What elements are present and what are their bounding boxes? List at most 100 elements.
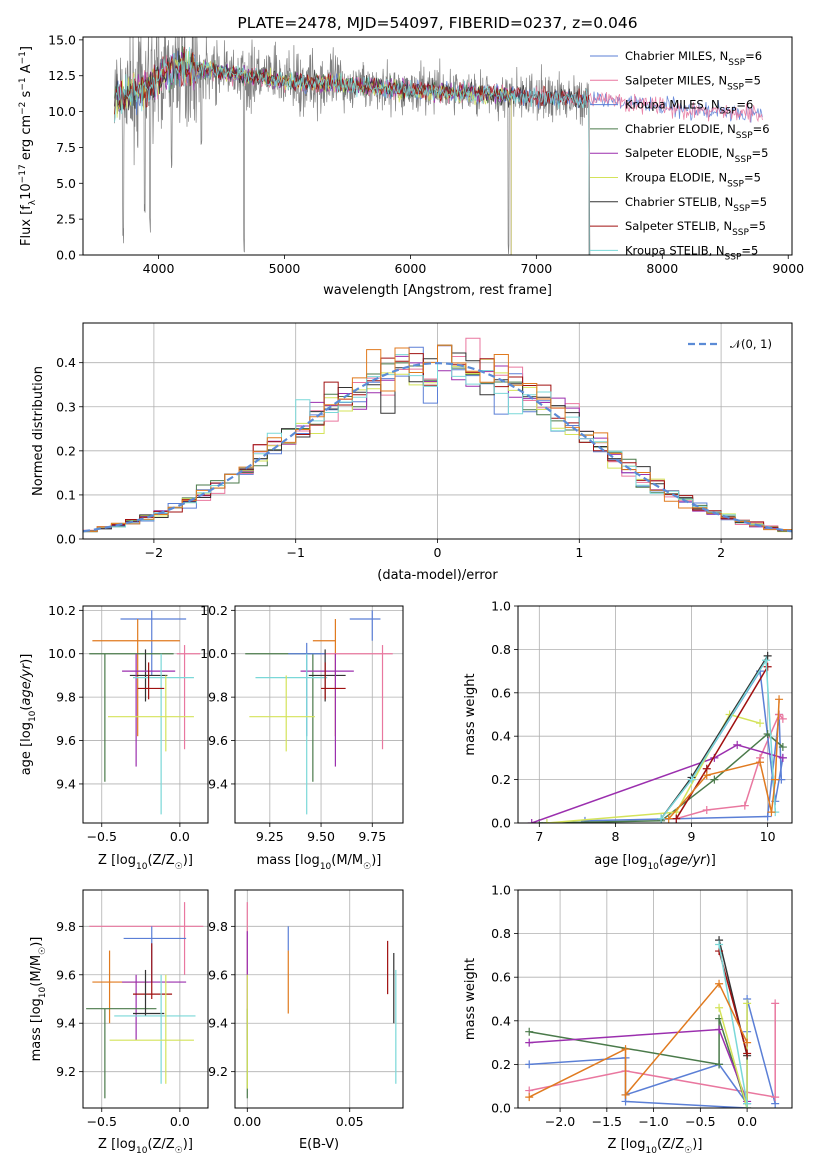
mass-weight-vs-z-ytick-label: 1.0 <box>491 883 511 898</box>
mass-weight-line <box>675 666 769 820</box>
mass-weight-marker <box>756 719 765 728</box>
y: age/yr <box>19 662 34 705</box>
ylabel-part: A <box>19 64 34 77</box>
legend-sub: SSP <box>735 155 752 165</box>
legend-entry: Salpeter STELIB, NSSP=5 <box>625 219 766 238</box>
mass-weight-vs-age-xtick-label: 10 <box>760 829 776 844</box>
ylabel-part: −1 <box>18 77 28 90</box>
mass-weight-marker <box>580 816 589 823</box>
spectrum-ytick-label: 12.5 <box>48 68 76 83</box>
ylabel-part: ] <box>19 46 34 51</box>
mass-weight-vs-age-xtick-label: 9 <box>688 829 696 844</box>
y: age [log <box>19 722 34 775</box>
y: (M/M <box>29 955 44 987</box>
legend-name: Salpeter MILES, N <box>625 73 727 87</box>
residuals-ytick-label: 0.1 <box>56 487 76 502</box>
legend-name: Salpeter ELODIE, N <box>625 146 735 160</box>
age-vs-mass-plot-area <box>245 610 393 815</box>
ylabel-part: −17 <box>18 164 28 183</box>
residuals-plot-area <box>83 337 792 533</box>
mass-vs-z-xtick-label: 0.0 <box>170 1114 190 1129</box>
spectrum-ytick-label: 5.0 <box>56 176 76 191</box>
ebv-xlabel: E(B-V) <box>299 1137 339 1152</box>
age-vs-mass-ytick-label: 10.2 <box>200 603 228 618</box>
x: (Z/Z <box>147 1137 174 1152</box>
y: 10 <box>38 986 48 998</box>
x: mass [log <box>257 853 320 868</box>
mass-weight-marker <box>525 1060 534 1069</box>
mass-vs-z-ytick-label: 9.6 <box>56 967 76 982</box>
mass-weight-marker <box>527 819 536 823</box>
mass-weight-marker <box>763 662 772 671</box>
x: ☉ <box>175 1146 183 1156</box>
x: )] <box>692 1137 702 1152</box>
spectrum-ytick-label: 7.5 <box>56 140 76 155</box>
mass-weight-line <box>584 714 783 822</box>
ylabel-part: −2 <box>18 102 28 115</box>
age-vs-z-ytick-label: 9.6 <box>56 733 76 748</box>
legend-entry: Salpeter ELODIE, NSSP=5 <box>625 146 768 165</box>
mass-weight-marker <box>778 743 787 752</box>
mass-weight-vs-age-frame <box>517 605 793 824</box>
mass-weight-marker <box>743 1099 752 1108</box>
residuals-ytick-label: 0.3 <box>56 399 76 414</box>
mass-vs-z-ytick-label: 9.2 <box>56 1064 76 1079</box>
mass-weight-marker <box>743 1038 752 1047</box>
spectrum-ylabel: Flux [fλ10−17 erg cm−2 s−1 A−1] <box>18 46 38 246</box>
y: ☉ <box>38 947 48 955</box>
legend-n: =5 <box>741 243 758 257</box>
mass-weight-vs-z-axes <box>514 889 792 1112</box>
x: (M/M <box>331 853 363 868</box>
spectrum-xtick-label: 5000 <box>269 261 301 276</box>
mass-weight-marker <box>702 771 711 780</box>
mass-weight-marker <box>715 1025 724 1034</box>
age-vs-mass-xtick-label: 9.75 <box>358 829 386 844</box>
mass-vs-z-frame <box>82 889 209 1109</box>
spectrum-xlabel: wavelength [Angstrom, rest frame] <box>323 283 552 298</box>
age-vs-mass-frame <box>234 605 404 824</box>
age-vs-mass-xtick-label: 9.50 <box>307 829 335 844</box>
mass-weight-marker <box>763 651 772 660</box>
spectrum-ytick-label: 0.0 <box>56 248 76 263</box>
legend-entry: Kroupa STELIB, NSSP=5 <box>625 243 758 262</box>
y: 10 <box>28 710 38 722</box>
mw-z-xlabel: Z [log10(Z/Z☉)] <box>608 1137 703 1156</box>
mass-weight-marker <box>778 753 787 762</box>
mass-weight-vs-z-xtick-label: −1.5 <box>592 1114 622 1129</box>
residuals-frame <box>82 322 793 540</box>
mass-weight-marker <box>525 1038 534 1047</box>
mw-age-xlabel: age [log10(age/yr)] <box>594 853 716 872</box>
mass-weight-marker <box>762 656 771 665</box>
mass-weight-vs-z-xtick-label: 0.0 <box>737 1114 757 1129</box>
mass-vs-z-axes <box>79 890 208 1112</box>
legend-name: Kroupa MILES, N <box>625 98 720 112</box>
mass-weight-vs-age-ylabel: mass weight <box>463 673 478 755</box>
mass-weight-vs-z-ylabel: mass weight <box>463 958 478 1040</box>
mass-weight-line <box>529 998 776 1108</box>
x: )] <box>183 1137 193 1152</box>
mass-vs-ebv-ytick-label: 9.8 <box>208 919 228 934</box>
mass-vs-ebv-ytick-label: 9.6 <box>208 967 228 982</box>
x: )] <box>371 853 381 868</box>
age-vs-z-frame <box>82 605 209 824</box>
mass-weight-vs-z-ytick-label: 0.8 <box>491 926 511 941</box>
mass-weight-marker <box>743 1049 752 1058</box>
legend-name: Kroupa STELIB, N <box>625 243 725 257</box>
legend-sub: SSP <box>733 204 750 214</box>
mass-weight-line <box>529 1003 776 1098</box>
mass-weight-vs-age-xtick-label: 8 <box>611 829 619 844</box>
x: )] <box>183 853 193 868</box>
age-vs-z-xtick-label: 0.0 <box>170 829 190 844</box>
x: ☉ <box>175 862 183 872</box>
legend-entry: Chabrier ELODIE, NSSP=6 <box>625 122 770 141</box>
mass-weight-marker <box>715 1060 724 1069</box>
mass-weight-marker <box>740 801 749 810</box>
mass-weight-marker <box>715 940 724 949</box>
legend-entry: Salpeter MILES, NSSP=5 <box>625 73 761 92</box>
mass-vs-ebv-xtick-label: 0.05 <box>336 1114 364 1129</box>
spectrum-xtick-label: 9000 <box>772 261 804 276</box>
residuals-ytick-label: 0.4 <box>56 355 76 370</box>
mass-weight-marker <box>687 775 696 784</box>
x: (Z/Z <box>657 1137 684 1152</box>
